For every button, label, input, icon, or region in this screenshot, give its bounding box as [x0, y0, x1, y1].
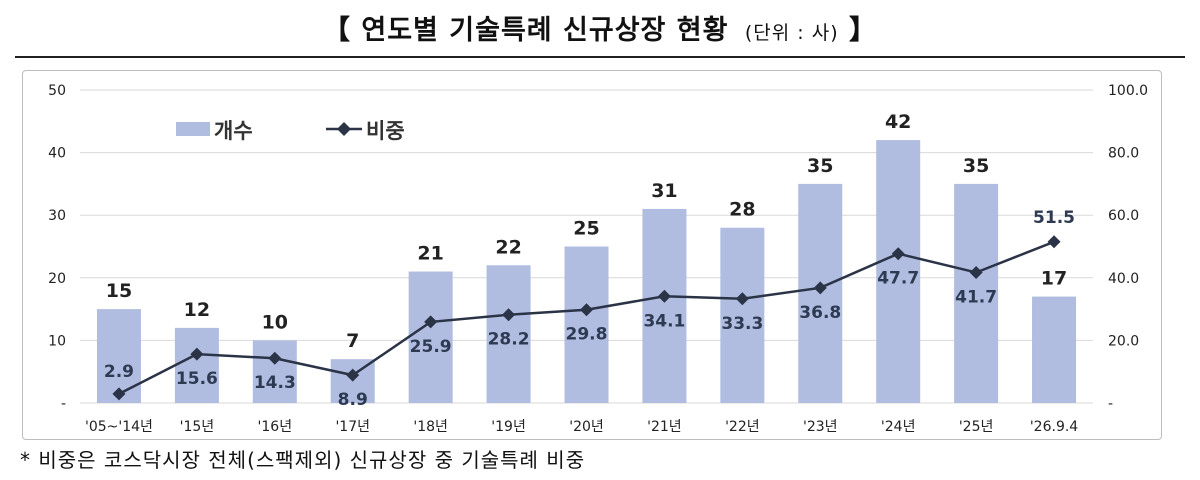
- line-value-label: 14.3: [254, 373, 296, 393]
- bar-value-label: 17: [1041, 268, 1067, 290]
- y-left-tick-label: 40: [48, 146, 66, 162]
- line-value-label: 28.2: [488, 330, 530, 350]
- bar-value-label: 10: [262, 311, 288, 333]
- bar: [486, 265, 531, 403]
- y-left-tick-label: 10: [48, 333, 66, 349]
- line-marker-diamond: [112, 387, 126, 401]
- y-right-tick-label: 20.0: [1108, 333, 1139, 349]
- x-tick-label: '19년: [491, 419, 526, 435]
- legend-line-marker: [337, 122, 351, 136]
- x-tick-label: '17년: [335, 419, 370, 435]
- chart-title: 【 연도별 기술특례 신규상장 현황 (단위 : 사) 】: [0, 8, 1200, 47]
- line-marker-diamond: [190, 347, 204, 361]
- line-value-label: 2.9: [104, 362, 134, 382]
- line-value-label: 36.8: [799, 303, 841, 323]
- x-tick-label: '20년: [569, 419, 604, 435]
- y-right-tick-label: 60.0: [1108, 208, 1139, 224]
- title-open-bracket: 【: [322, 15, 351, 46]
- x-tick-label: '16년: [258, 419, 293, 435]
- footnote: * 비중은 코스닥시장 전체(스팩제외) 신규상장 중 기술특례 비중: [20, 448, 586, 472]
- x-tick-label: '26.9.4: [1030, 419, 1078, 435]
- bar-value-label: 7: [346, 330, 359, 352]
- y-left-tick-label: -: [61, 396, 66, 412]
- line-value-label: 25.9: [410, 337, 452, 357]
- line-marker-diamond: [969, 265, 983, 279]
- bar-value-label: 12: [184, 299, 210, 321]
- bar: [408, 271, 453, 403]
- line-marker-diamond: [657, 289, 671, 303]
- x-tick-label: '21년: [647, 419, 682, 435]
- bar: [876, 140, 921, 403]
- bar: [1032, 296, 1077, 403]
- x-tick-label: '25년: [959, 419, 994, 435]
- line-marker-diamond: [735, 292, 749, 306]
- title-unit: (단위 : 사): [744, 22, 839, 44]
- legend-bar-swatch: [176, 122, 210, 136]
- x-tick-label: '23년: [803, 419, 838, 435]
- line-value-label: 51.5: [1033, 208, 1075, 228]
- bar-value-label: 28: [729, 199, 755, 221]
- bar: [564, 246, 609, 403]
- line-marker-diamond: [502, 308, 516, 322]
- y-left-tick-label: 50: [48, 83, 66, 99]
- x-tick-label: '15년: [180, 419, 215, 435]
- x-tick-label: '18년: [413, 419, 448, 435]
- y-right-tick-label: 40.0: [1108, 271, 1139, 287]
- bar: [954, 183, 999, 403]
- line-value-label: 15.6: [176, 369, 218, 389]
- bar-value-label: 35: [963, 155, 989, 177]
- line-value-label: 34.1: [643, 311, 685, 331]
- y-right-tick-label: 100.0: [1108, 83, 1148, 99]
- line-value-label: 8.9: [338, 390, 368, 410]
- title-close-bracket: 】: [849, 15, 878, 46]
- bar-value-label: 42: [885, 111, 911, 133]
- line-marker-diamond: [813, 281, 827, 295]
- title-underline: [15, 56, 1185, 58]
- bar: [720, 227, 765, 403]
- y-left-tick-label: 30: [48, 208, 66, 224]
- line-value-label: 47.7: [877, 269, 919, 289]
- line-marker-diamond: [1047, 235, 1061, 249]
- bar: [174, 327, 219, 403]
- bar-value-label: 31: [651, 180, 677, 202]
- line-marker-diamond: [891, 247, 905, 261]
- line-value-label: 41.7: [955, 287, 997, 307]
- bar-value-label: 22: [495, 236, 521, 258]
- y-left-tick-label: 20: [48, 271, 66, 287]
- y-right-tick-label: -: [1108, 396, 1113, 412]
- bar-value-label: 35: [807, 155, 833, 177]
- x-tick-label: '24년: [881, 419, 916, 435]
- line-marker-diamond: [268, 351, 282, 365]
- bar: [642, 208, 687, 403]
- title-text: 연도별 기술특례 신규상장 현황: [361, 15, 729, 46]
- bar-value-label: 21: [417, 243, 443, 265]
- line-marker-diamond: [580, 303, 593, 317]
- x-tick-label: '22년: [725, 419, 760, 435]
- y-right-tick-label: 80.0: [1108, 146, 1139, 162]
- line-value-label: 33.3: [721, 314, 763, 334]
- bar-value-label: 15: [106, 280, 132, 302]
- line-value-label: 29.8: [566, 325, 608, 345]
- legend-line-label: 비중: [366, 119, 405, 143]
- bar: [252, 340, 297, 403]
- x-tick-label: '05~'14년: [85, 419, 153, 435]
- legend-bar-label: 개수: [214, 119, 253, 143]
- line-marker-diamond: [346, 368, 360, 382]
- line-marker-diamond: [424, 315, 438, 329]
- bar-value-label: 25: [573, 218, 599, 240]
